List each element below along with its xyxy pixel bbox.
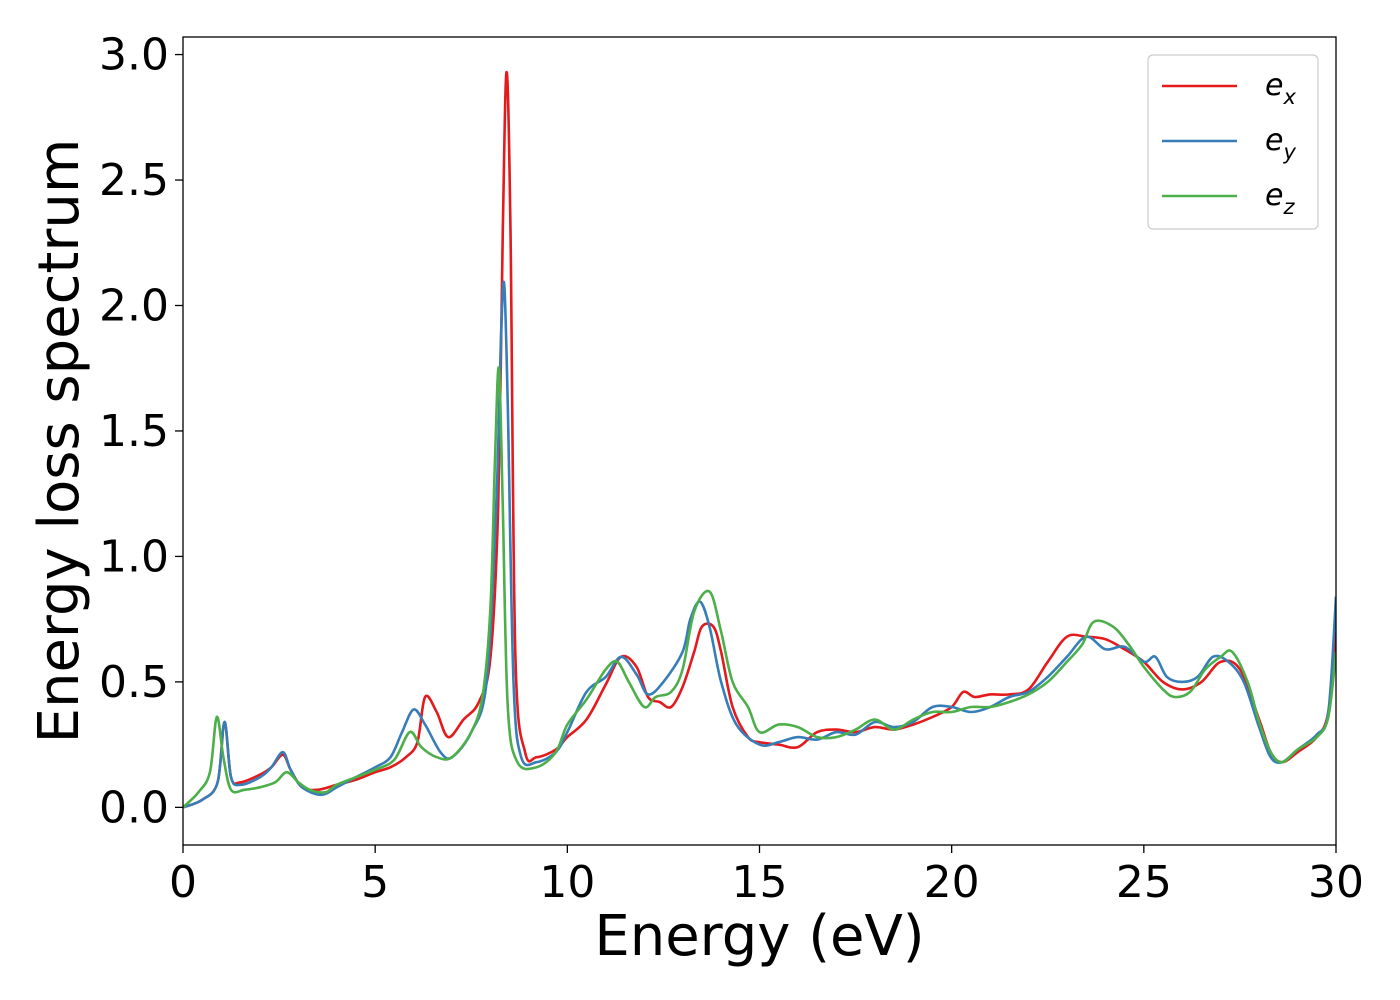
y-tick-label: 2.5 [99, 155, 169, 206]
y-axis-title: Energy loss spectrum [27, 139, 92, 744]
series-line-e-x [183, 70, 1336, 809]
x-tick-label: 25 [1116, 857, 1172, 908]
y-tick-label: 0.5 [99, 657, 169, 708]
legend-label: ex [1265, 68, 1296, 109]
legend-label-base: e [1265, 123, 1283, 158]
legend-label-subscript: z [1282, 195, 1295, 219]
y-tick-label: 1.5 [99, 406, 169, 457]
series-line-e-z [183, 366, 1336, 809]
legend-label-base: e [1265, 68, 1283, 103]
x-axis: 0 5 10 15 20 25 30 [169, 845, 1364, 908]
x-tick-label: 10 [539, 857, 595, 908]
x-tick-label: 5 [361, 857, 389, 908]
legend-label-base: e [1265, 178, 1283, 213]
x-tick-label: 15 [732, 857, 788, 908]
y-tick-label: 3.0 [99, 30, 169, 81]
y-tick-label: 0.0 [99, 782, 169, 833]
x-tick-label: 0 [169, 857, 197, 908]
x-axis-title: Energy (eV) [594, 904, 924, 969]
y-axis: 0.0 0.5 1.0 1.5 2.0 2.5 3.0 [99, 30, 183, 833]
x-tick-label: 30 [1308, 857, 1364, 908]
legend-label-subscript: x [1282, 85, 1296, 109]
y-tick-label: 1.0 [99, 531, 169, 582]
legend-label: ez [1265, 178, 1295, 219]
y-tick-label: 2.0 [99, 280, 169, 331]
series-layer [183, 70, 1336, 809]
legend-label-subscript: y [1282, 140, 1296, 164]
legend-label: ey [1265, 123, 1296, 164]
x-tick-label: 20 [924, 857, 980, 908]
